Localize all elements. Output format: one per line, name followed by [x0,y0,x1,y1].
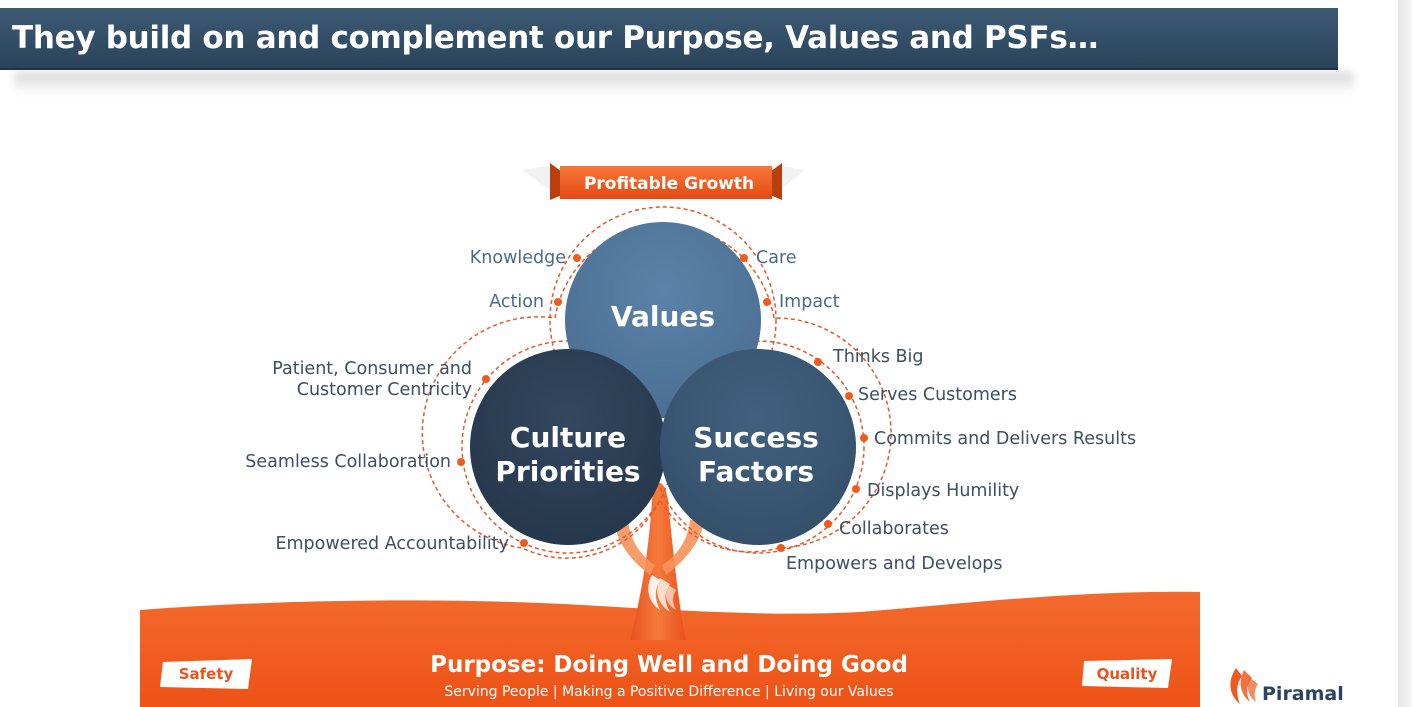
success-label-line2: Factors [698,455,814,488]
safety-badge: Safety [160,659,252,689]
value-item-knowledge: Knowledge [470,248,566,268]
success-item-commits-delivers: Commits and Delivers Results [874,429,1136,449]
culture-priorities-circle [470,349,666,545]
success-item-collaborates: Collaborates [839,519,949,539]
safety-badge-label: Safety [179,665,234,683]
success-item-serves-customers: Serves Customers [858,385,1017,405]
piramal-logo-text: Piramal [1262,683,1344,705]
culture-item-customer-centricity-line2: Customer Centricity [297,380,472,400]
culture-label-line1: Culture [510,421,626,454]
connector-dots [457,254,868,552]
title-bar-shadow [14,72,1354,94]
dashed-outline [421,224,892,559]
culture-item-customer-centricity-line1: Patient, Consumer and [272,359,472,379]
success-factors-circle [660,349,856,545]
values-label: Values [611,300,715,333]
banner-label: Profitable Growth [584,174,754,194]
purpose-subtitle: Serving People | Making a Positive Diffe… [444,684,893,700]
window-edge [1398,0,1412,707]
value-item-care: Care [756,248,797,268]
profitable-growth-banner: Profitable Growth [522,163,805,200]
piramal-flame-logo-icon [648,575,676,612]
culture-item-seamless-collaboration: Seamless Collaboration [245,452,451,472]
tree-trunk [615,483,704,640]
piramal-logo: Piramal [1230,668,1344,705]
piramal-logo-flame-icon [1230,668,1258,704]
quality-badge-label: Quality [1097,665,1158,683]
value-item-impact: Impact [779,292,840,312]
success-item-thinks-big: Thinks Big [832,347,924,367]
purpose-ground [140,591,1200,707]
success-item-displays-humility: Displays Humility [867,481,1019,501]
culture-label-line2: Priorities [495,455,640,488]
purpose-title: Purpose: Doing Well and Doing Good [430,652,908,678]
success-item-empowers-develops: Empowers and Develops [786,554,1003,574]
culture-item-empowered-accountability: Empowered Accountability [275,534,509,554]
quality-badge: Quality [1082,659,1172,688]
title-bar: They build on and complement our Purpose… [0,8,1338,70]
value-item-action: Action [489,292,544,312]
success-label-line1: Success [693,421,819,454]
slide-title: They build on and complement our Purpose… [12,20,1099,56]
